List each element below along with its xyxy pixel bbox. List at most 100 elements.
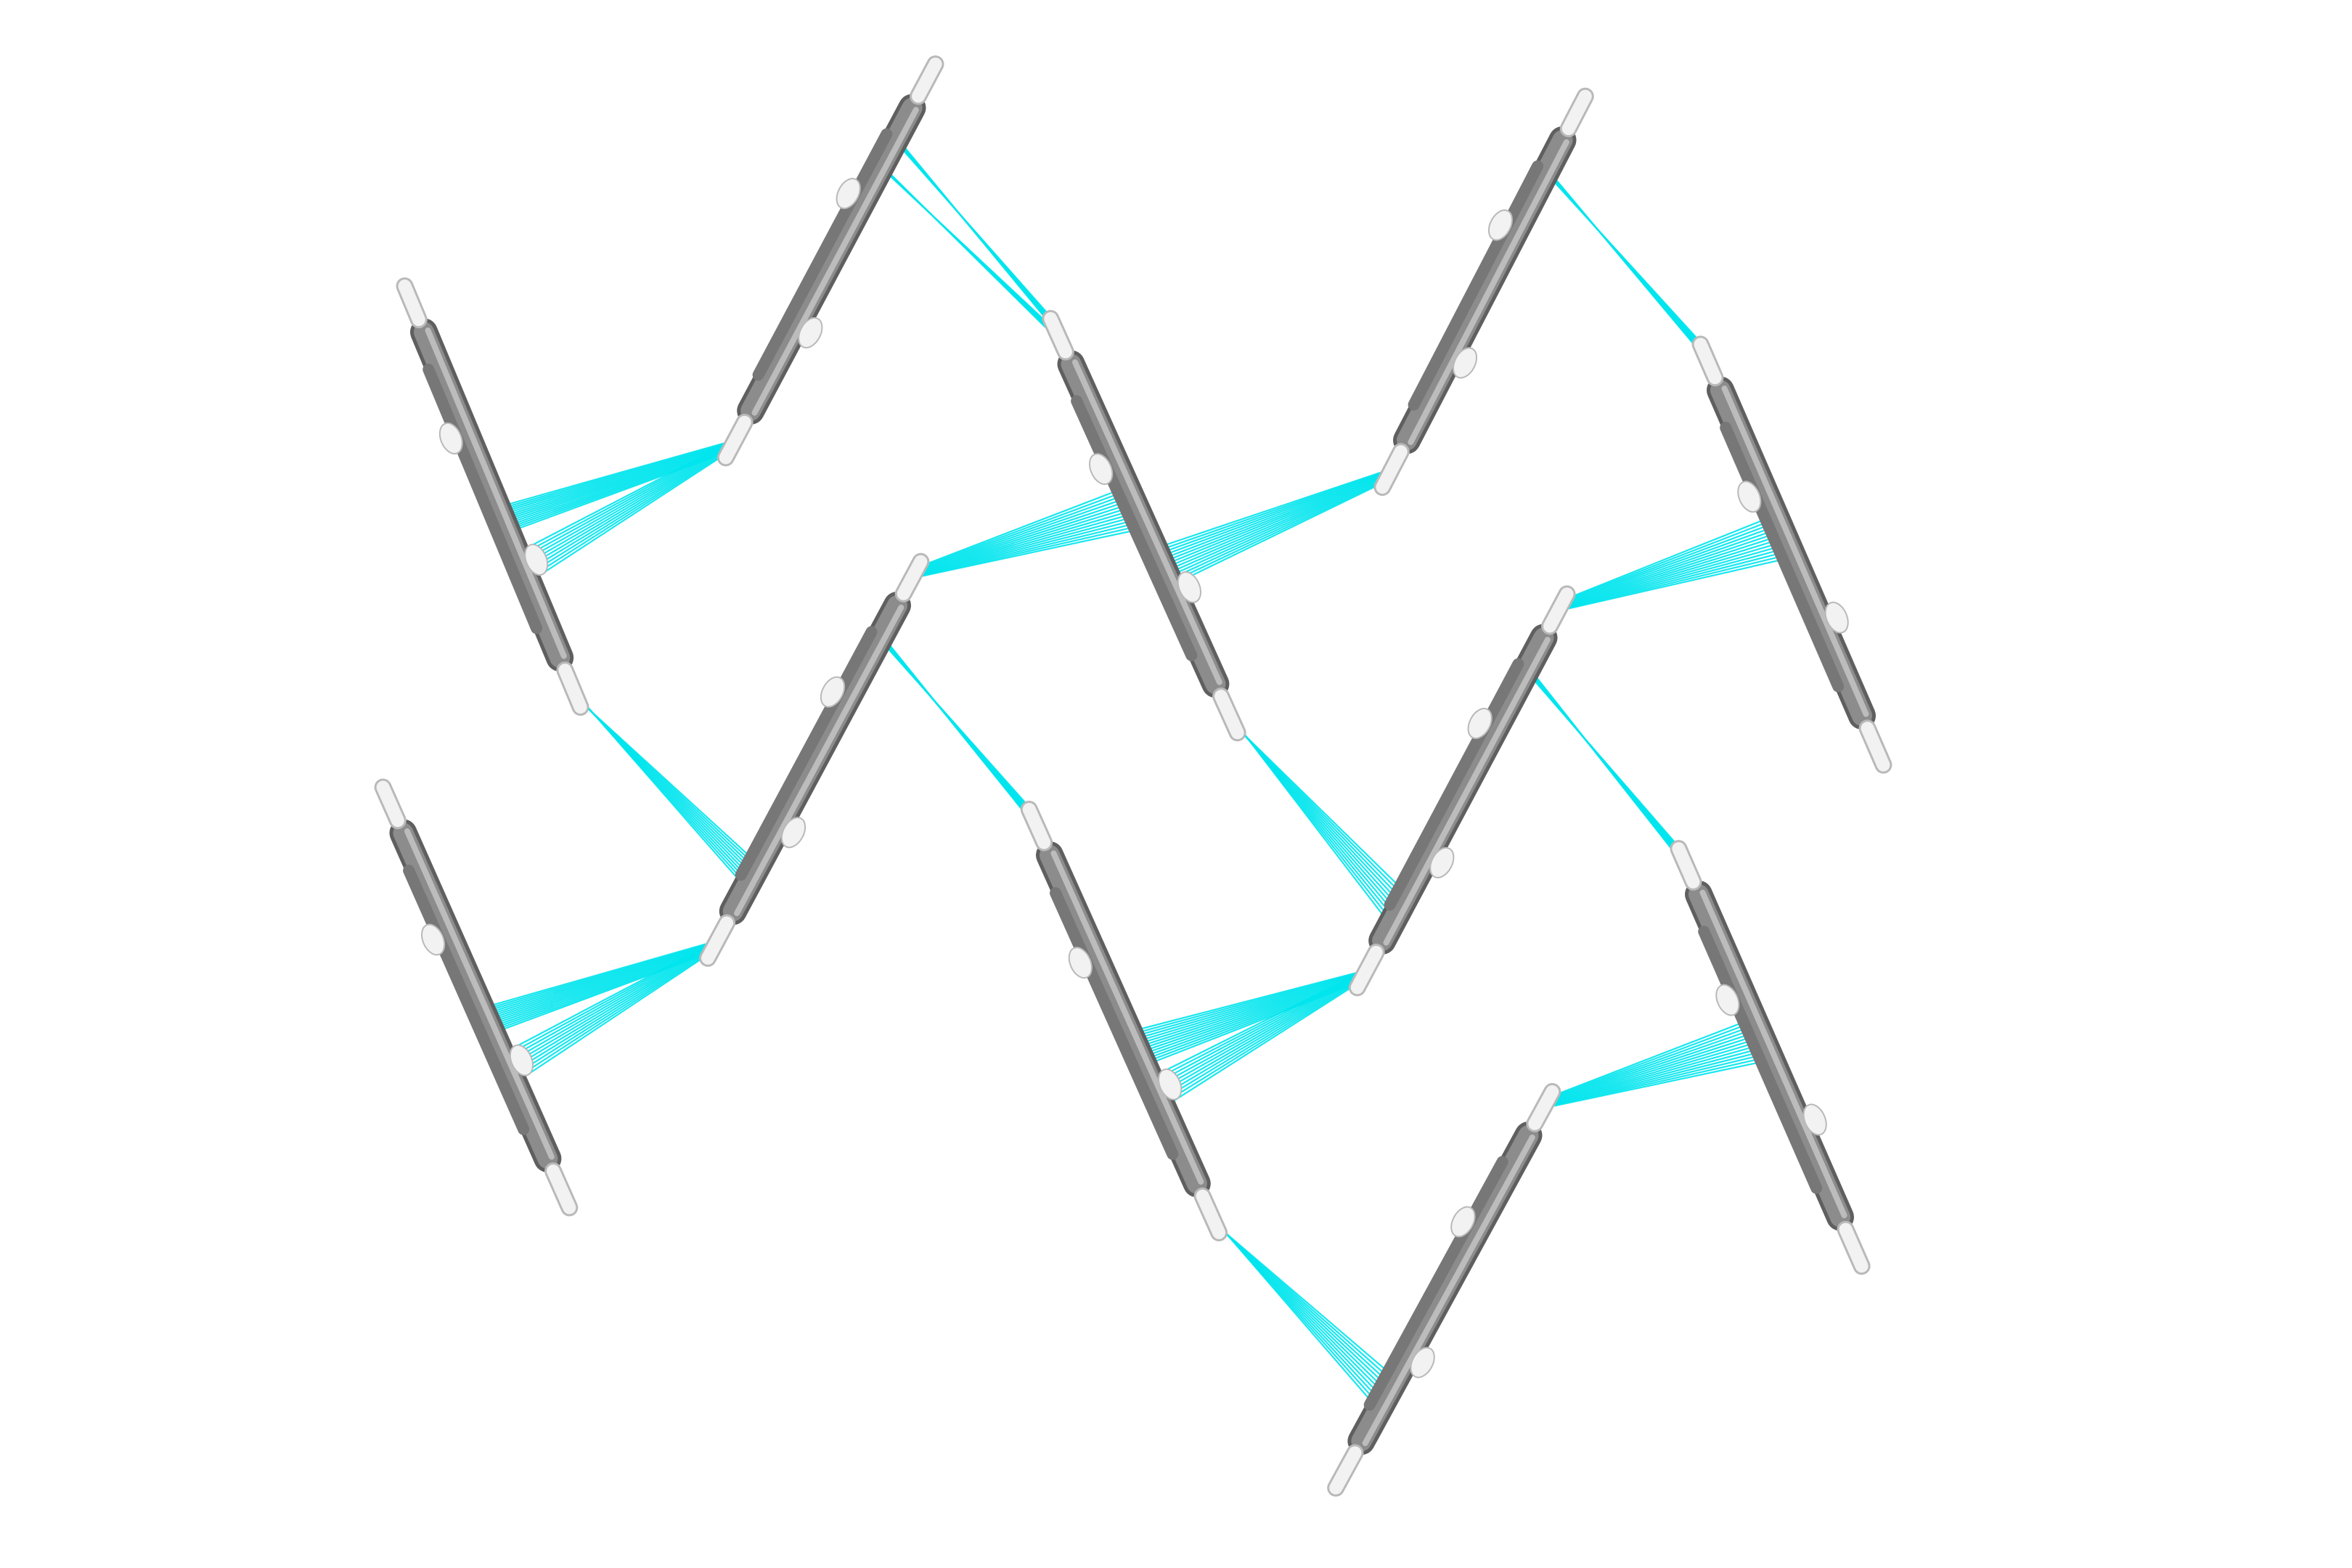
short-contact-line [1557,527,1781,606]
hydrogen-atom [524,544,549,576]
short-contact-line [1153,470,1384,550]
short-contact-line [1217,1222,1379,1410]
carbon-ring-edge [1050,887,1179,1160]
short-contact-line [578,696,747,889]
hydrogen-atom [1089,453,1114,486]
carbon-backbone-highlight [1383,637,1551,946]
short-contact-line [509,946,716,1075]
short-contact-line [1563,550,1791,610]
carbon-backbone [740,97,923,421]
short-contact-line [1169,476,1394,584]
short-contact-line [1156,974,1365,1095]
hydrogen-atom [1861,722,1890,772]
short-contact-line [485,944,713,1019]
hydrogen-atom [1839,1222,1869,1273]
short-contact-bundle [874,633,1040,830]
molecule [699,552,930,967]
short-contact-line [915,515,1140,576]
carbon-ring-edge [1720,422,1845,693]
short-contact-line [1137,974,1364,1051]
hydrogen-atom [820,676,846,708]
short-contact-line [1540,1021,1755,1103]
short-contact-line [499,444,730,516]
short-contact-line [1549,172,1709,362]
short-contact-line [1555,520,1779,605]
short-contact-line [513,947,719,1085]
short-contact-line [1548,1049,1768,1106]
short-contact-line [520,444,731,564]
hydrogen-atom [1543,587,1574,633]
hydrogen-atom [509,1044,534,1077]
hydrogen-atom [1410,1347,1435,1379]
short-contact-line [898,140,1057,332]
hydrogen-atom [558,663,587,714]
molecule [716,55,944,467]
short-contact-line [1561,543,1788,608]
short-contact-line [1155,974,1363,1093]
hydrogen-atom [701,916,734,965]
short-contact-line [507,945,714,1069]
short-contact-line [482,943,711,1013]
short-contact-line [510,947,716,1078]
short-contact-line [907,486,1127,572]
short-contact-line [1165,475,1392,575]
short-contact-bundle [1553,514,1794,611]
hydrogen-atom [1196,1189,1226,1239]
short-contact-line [1160,473,1388,564]
short-contact-line [1559,536,1785,608]
short-contact-line [1135,974,1363,1049]
short-contact-line [1235,722,1392,926]
short-contact-bundle [877,163,1063,345]
hydrogen-atom [1376,445,1408,494]
short-contact-line [1562,547,1789,609]
short-contact-line [1549,1055,1771,1107]
short-contact-line [1543,1033,1760,1104]
short-contact-line [521,444,732,568]
short-contact-line [487,946,716,1025]
carbon-backbone-highlight [1721,385,1869,717]
short-contact-bundle [1149,972,1368,1108]
molecule [1327,1082,1561,1497]
hydrogen-atom [780,817,807,849]
short-contact-line [502,944,711,1058]
short-contact-line [1540,1024,1757,1103]
short-contact-line [497,441,727,509]
short-contact-bundle [1209,1218,1397,1410]
short-contact-line [486,945,714,1021]
hydrogen-atom [1177,571,1201,603]
hydrogen-atom [1022,802,1051,849]
carbon-ring-edge [1363,1156,1508,1411]
short-contact-line [1561,540,1787,608]
short-contact-line [908,489,1129,573]
carbon-backbone [1351,1125,1539,1452]
short-contact-line [518,444,730,561]
short-contact-line [528,446,736,584]
short-contact-line [502,444,732,522]
short-contact-line [507,945,715,1071]
hydrogen-atom [1487,209,1514,241]
short-contact-line [526,446,735,580]
short-contact-line [1134,973,1363,1046]
molecule [1373,87,1594,497]
molecule [396,277,589,716]
short-contact-line [1539,1017,1754,1102]
short-contact-line [481,942,709,1010]
hydrogen-atom [1329,1446,1362,1495]
hydrogen-atom [547,1164,576,1214]
hydrogen-atom [438,422,463,454]
short-contact-bundle [501,943,719,1085]
short-contact-line [517,443,730,558]
short-contact-line [1565,556,1794,611]
short-contact-line [1545,1040,1763,1105]
short-contact-line [1544,1037,1762,1105]
hydrogen-atom [1561,89,1592,136]
molecule [1042,309,1246,742]
short-contact-line [512,947,717,1081]
short-contact-bundle [1227,718,1408,926]
short-contact-bundle [1153,470,1395,587]
hydrogen-atom [912,57,942,103]
short-contact-line [1133,973,1362,1043]
hydrogen-atom [376,780,404,828]
short-contact-line [522,445,733,571]
